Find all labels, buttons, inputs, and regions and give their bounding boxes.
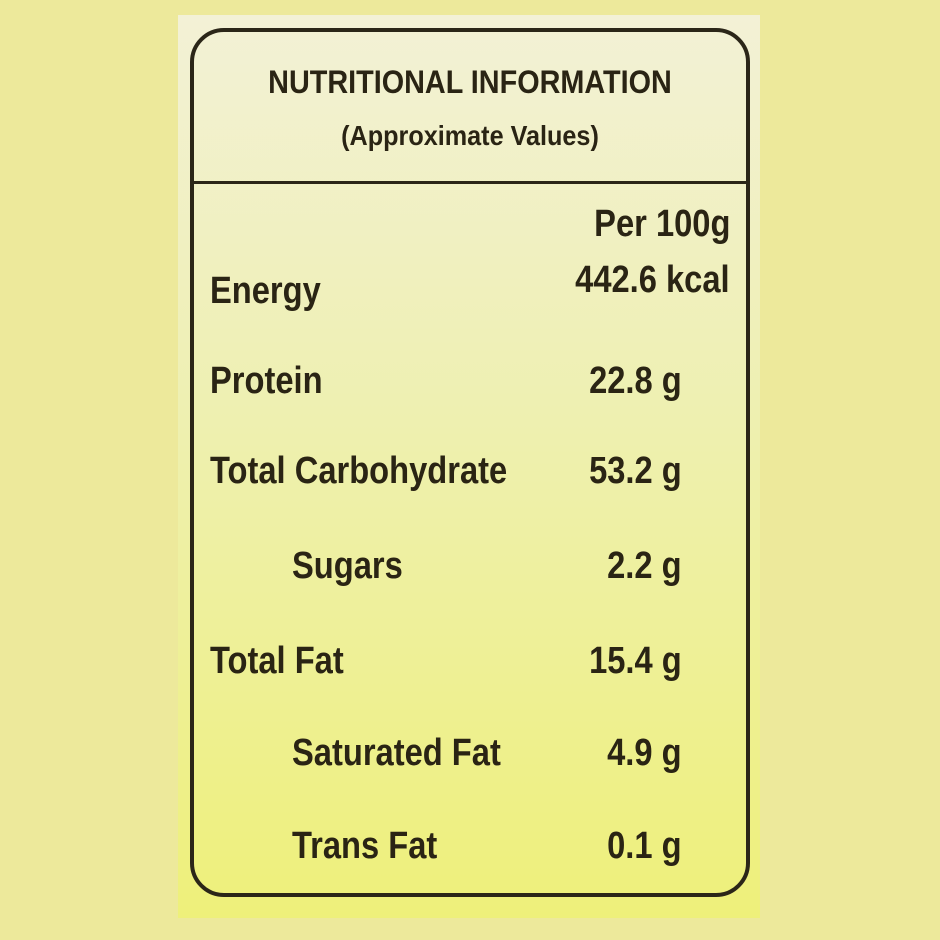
nutrient-name: Sugars bbox=[292, 545, 403, 587]
subtitle: (Approximate Values) bbox=[341, 120, 599, 151]
nutrient-name: Energy bbox=[210, 270, 321, 312]
nutrient-value: 2.2 g bbox=[607, 545, 682, 587]
nutrient-value: 4.9 g bbox=[607, 732, 682, 774]
nutrient-value: 442.6 kcal bbox=[575, 259, 730, 301]
nutrient-name: Total Carbohydrate bbox=[210, 450, 508, 492]
label-background bbox=[178, 15, 760, 918]
nutrient-name: Protein bbox=[210, 360, 323, 402]
nutrient-value: 53.2 g bbox=[589, 450, 682, 492]
nutrient-value: 22.8 g bbox=[589, 360, 682, 402]
nutrient-value: 15.4 g bbox=[589, 640, 682, 682]
column-header: Per 100g bbox=[593, 203, 730, 245]
nutrient-name: Saturated Fat bbox=[292, 732, 501, 774]
nutrient-name: Trans Fat bbox=[292, 825, 438, 867]
nutrient-value: 0.1 g bbox=[607, 825, 682, 867]
label-border bbox=[190, 28, 750, 897]
header-rule bbox=[194, 181, 746, 184]
nutrient-name: Total Fat bbox=[210, 640, 344, 682]
title: NUTRITIONAL INFORMATION bbox=[268, 64, 672, 100]
